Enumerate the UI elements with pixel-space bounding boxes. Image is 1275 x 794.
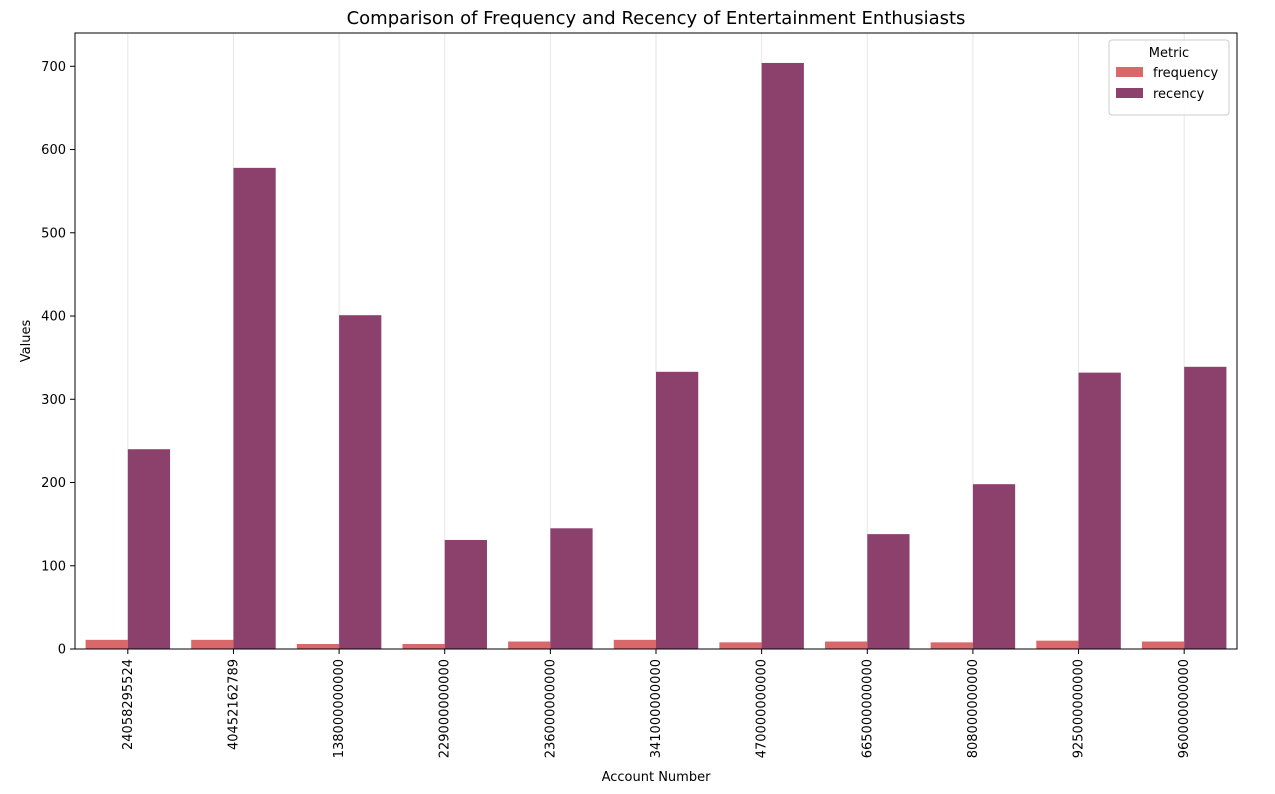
bar-recency bbox=[233, 167, 276, 649]
x-tick-label: 960000000000 bbox=[1177, 659, 1192, 758]
x-tick-label: 138000000000 bbox=[332, 659, 347, 758]
chart-title: Comparison of Frequency and Recency of E… bbox=[347, 8, 966, 29]
bar-frequency bbox=[402, 644, 445, 649]
x-tick-label: 236000000000 bbox=[543, 659, 558, 758]
grid-lines bbox=[127, 33, 1185, 649]
bar-frequency bbox=[930, 642, 973, 649]
x-axis: 24058295524 40452162789 138000000000 229000… bbox=[121, 649, 1192, 758]
x-tick-label: 808000000000 bbox=[966, 659, 981, 758]
legend-label-recency: recency bbox=[1153, 87, 1205, 102]
bar-recency bbox=[127, 449, 171, 649]
y-tick-label: 700 bbox=[41, 60, 66, 75]
y-tick-label: 500 bbox=[41, 226, 66, 241]
legend-title: Metric bbox=[1149, 46, 1189, 61]
bar-frequency bbox=[85, 639, 128, 649]
legend: Metric frequency recency bbox=[1108, 39, 1230, 116]
bar-recency bbox=[339, 315, 382, 649]
x-tick-label: 40452162789 bbox=[226, 659, 241, 750]
x-tick-label: 925000000000 bbox=[1072, 659, 1087, 758]
y-tick-label: 0 bbox=[58, 643, 66, 658]
bar-frequency bbox=[508, 641, 551, 649]
bar-recency bbox=[761, 62, 804, 649]
y-tick-label: 400 bbox=[41, 310, 66, 325]
bar-recency bbox=[1184, 366, 1227, 649]
bar-recency bbox=[972, 484, 1016, 649]
bar-frequency bbox=[719, 642, 762, 649]
y-axis-label: Values bbox=[19, 320, 34, 363]
x-tick-label: 341000000000 bbox=[649, 659, 664, 758]
x-tick-label: 665000000000 bbox=[860, 659, 875, 758]
bar-recency bbox=[656, 371, 699, 649]
legend-swatch-frequency bbox=[1116, 67, 1143, 77]
bar-frequency bbox=[825, 641, 868, 649]
bar-recency bbox=[1078, 372, 1121, 649]
x-tick-label: 470000000000 bbox=[755, 659, 770, 758]
bar-frequency bbox=[613, 639, 656, 649]
bar-frequency bbox=[191, 639, 234, 649]
y-tick-label: 300 bbox=[41, 393, 66, 408]
legend-label-frequency: frequency bbox=[1153, 66, 1219, 81]
bar-recency bbox=[550, 528, 593, 649]
y-axis: 0 100 200 300 400 500 600 700 bbox=[41, 60, 75, 658]
legend-swatch-recency bbox=[1116, 88, 1143, 98]
x-tick-label: 24058295524 bbox=[121, 659, 136, 750]
bar-frequency bbox=[296, 644, 340, 649]
bar-frequency bbox=[1141, 641, 1185, 649]
bar-recency bbox=[867, 534, 910, 649]
bars bbox=[85, 62, 1227, 649]
y-tick-label: 200 bbox=[41, 476, 66, 491]
y-tick-label: 100 bbox=[41, 559, 66, 574]
y-tick-label: 600 bbox=[41, 143, 66, 158]
bar-recency bbox=[444, 539, 487, 649]
x-axis-label: Account Number bbox=[602, 770, 711, 785]
bar-frequency bbox=[1036, 640, 1079, 649]
x-tick-label: 229000000000 bbox=[438, 659, 453, 758]
